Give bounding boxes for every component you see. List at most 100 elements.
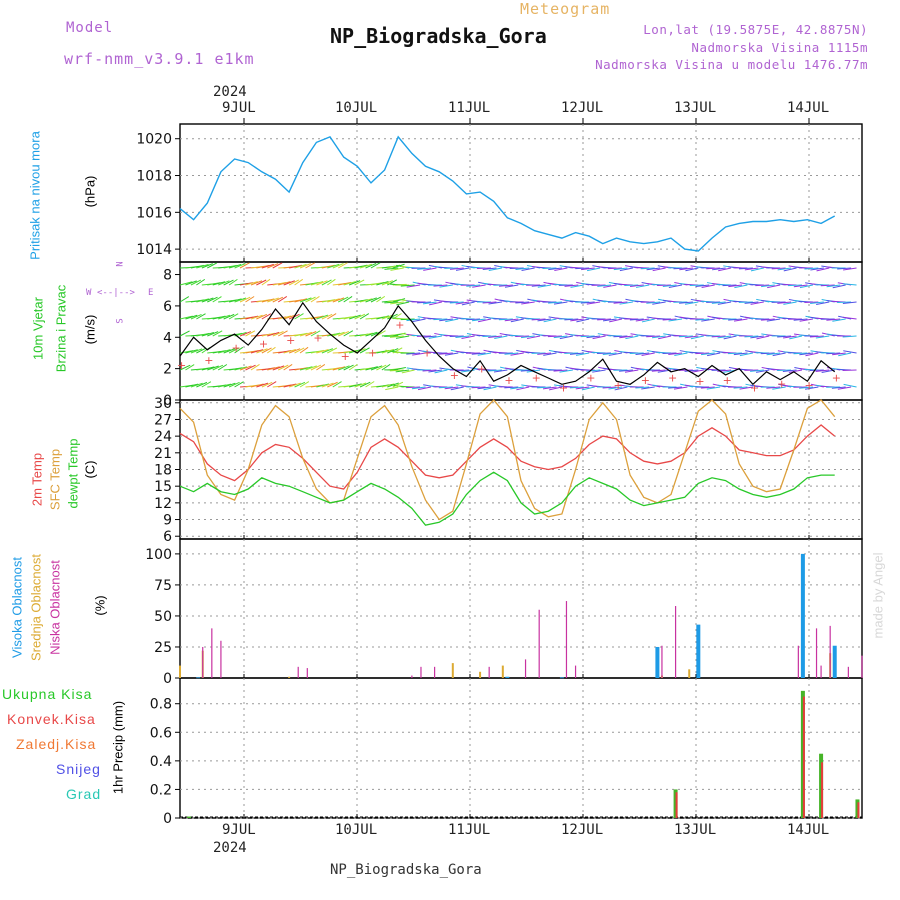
wind-arrow [537,352,552,355]
wind-arrow [673,386,688,390]
wind-arrow [444,386,459,390]
wind-arrow [641,318,655,323]
wind-arrow [278,349,292,354]
wind-arrow [343,315,357,320]
wind-arrow [569,352,584,355]
wind-arrow [223,348,235,354]
wind-arrow [629,318,644,321]
wind-arrow [744,301,759,304]
wind-arrow [641,352,655,356]
wind-arrow [294,347,305,354]
wind-arrow [706,267,721,270]
wind-gust-marker: + [668,371,677,384]
wind-arrow [815,335,830,339]
low-cloud-bar [488,666,490,678]
y-tick-label: 0 [163,671,172,687]
wind-arrow [646,335,661,338]
wind-arrow [684,369,699,372]
wind-arrow [843,383,857,388]
wind-arrow [510,318,524,323]
high-cloud-bar [696,624,701,678]
wind-arrow [756,369,770,373]
high-cloud-bar [505,676,510,678]
wind-arrow [455,301,470,305]
wind-arrow [783,335,797,339]
wind-gust-marker: + [477,363,486,376]
wind-arrow [196,313,206,320]
wind-arrow [695,284,710,288]
wind-arrow [793,318,808,321]
mid-cloud-bar [451,663,454,678]
wind-arrow [201,381,212,388]
wind-arrow [190,264,205,269]
wind-arrow [734,318,748,322]
wind-arrow [261,381,273,388]
wind-arrow [321,279,332,286]
wind-arrow [592,369,606,373]
wind-arrow [526,335,541,340]
wind-gust-marker: + [832,371,841,384]
wind-arrow [299,331,313,337]
low-cloud-bar [661,645,663,678]
wind-arrow [310,364,322,371]
wind-arrow [327,313,337,320]
wind-arrow [842,335,857,338]
wind-arrow [384,301,399,304]
low-cloud-bar [420,666,422,678]
wind-arrow [652,301,666,305]
wind-arrow [190,313,202,320]
top-year-label: 2024 [213,84,247,100]
wind-arrow [783,301,797,305]
wind-arrow [515,267,530,271]
lonlat-label: Lon,lat (19.5875E, 42.8875N) [643,22,868,37]
wind-arrow [218,280,230,286]
low-cloud-bar [820,665,822,678]
wind-arrow [245,315,259,320]
wind-arrow [537,386,552,389]
wind-arrow [466,284,481,287]
wind-arrow [439,284,453,288]
wind-arrow [738,267,753,270]
wind-arrow [422,301,437,305]
chart-title: NP_Biogradska_Gora [330,24,547,48]
wind-speed-line [179,301,836,386]
y-tick-label: 0.4 [150,754,172,770]
wind-arrow [777,267,792,271]
y-tick-label: 9 [163,513,172,529]
wind-arrow [674,352,688,357]
wind-arrow [433,318,448,321]
elevation-label: Nadmorska Visina 1115m [691,40,868,55]
wind-arrow [689,284,704,287]
wind-arrow [256,348,268,354]
wind-arrow [838,352,852,357]
y-tick-label: 0.8 [150,697,172,713]
wind-arrow [250,349,264,354]
y-tick-label: 8 [163,268,172,284]
wind-arrow [185,314,198,320]
wind-arrow [543,352,557,356]
wind-arrow [662,352,677,355]
wind-arrow [272,296,284,303]
wind-arrow [652,267,666,272]
wind-gust-marker: + [313,331,322,344]
wind-arrow [245,364,256,371]
wind-arrow [381,280,393,286]
wind-arrow [793,284,808,288]
bottom-year-label: 2024 [213,840,247,856]
wind-arrow [788,369,803,373]
wind-arrow [185,383,199,388]
wind-arrow [646,301,661,304]
wind-arrow [228,381,240,388]
wind-arrow [423,267,437,271]
wind-arrow [690,335,704,340]
wind-arrow [387,313,398,320]
wind-arrow [359,381,371,388]
wind-arrow [466,318,481,321]
wind-arrow [493,369,508,373]
low-cloud-bar [674,606,677,678]
wind-arrow [767,284,781,289]
wind-gust-marker: + [695,375,704,388]
wind-arrow [212,350,226,354]
wind-arrow [354,382,367,388]
